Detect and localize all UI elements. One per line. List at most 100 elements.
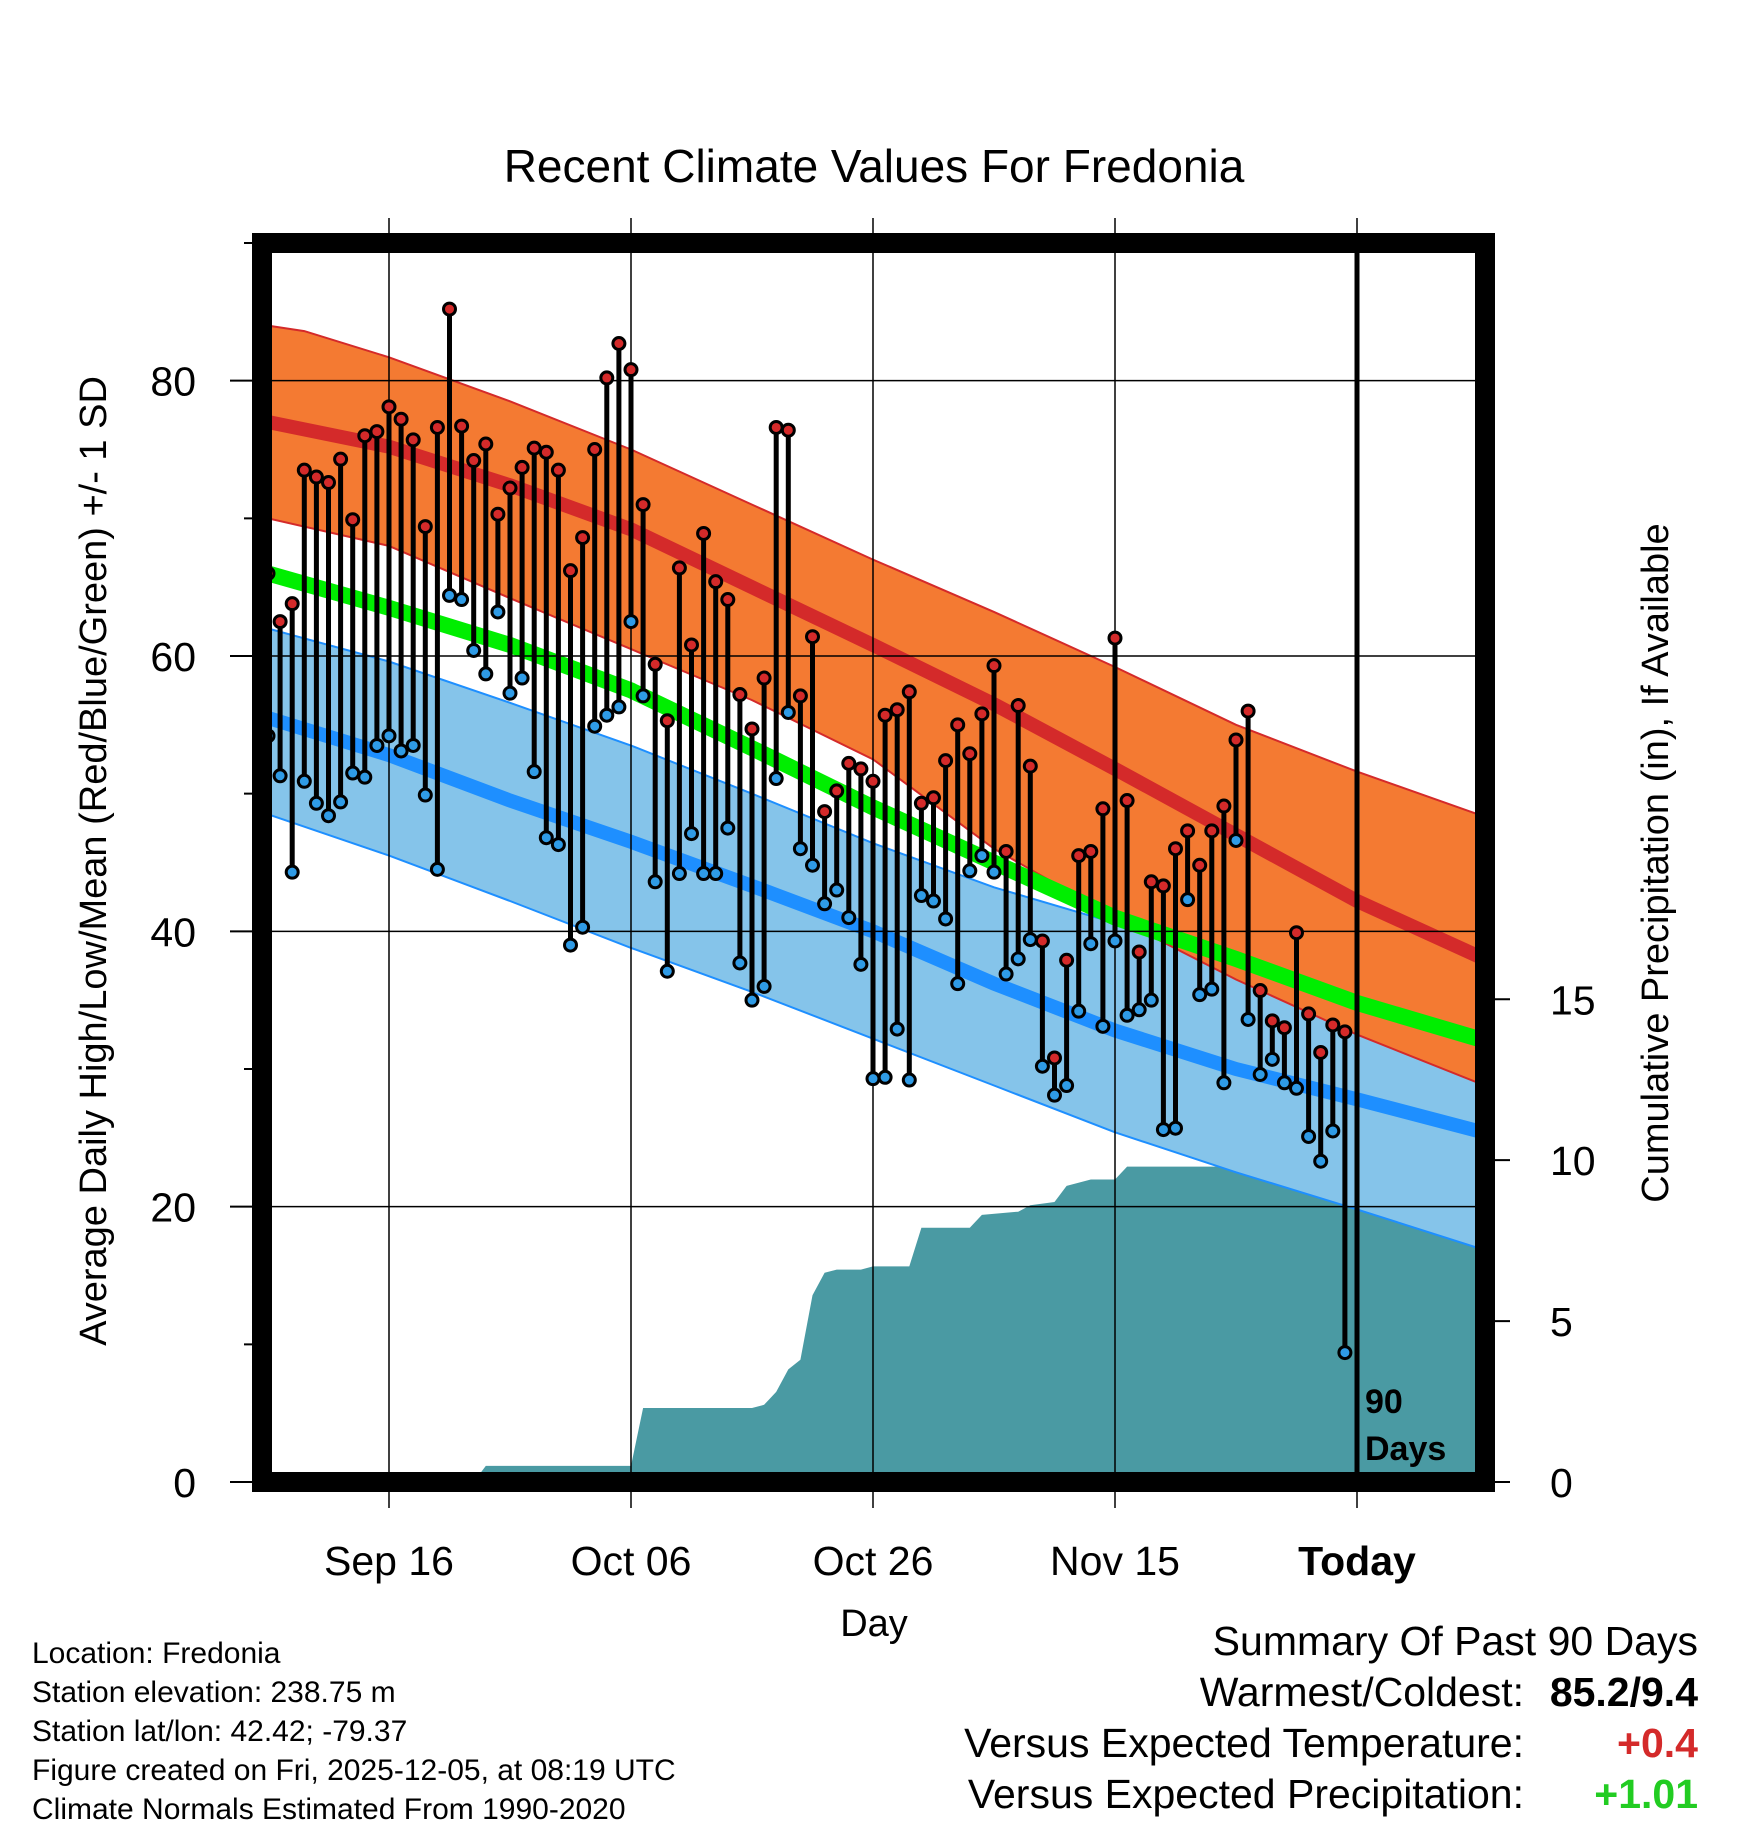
y-tick-label: 40	[150, 909, 196, 955]
info-elevation: Station elevation: 238.75 m	[32, 1676, 396, 1709]
high-point	[357, 428, 373, 444]
low-point	[514, 670, 530, 686]
y-tick-label: 60	[150, 634, 196, 680]
low-point	[575, 919, 591, 935]
low-point	[1301, 1128, 1317, 1144]
low-point	[429, 861, 445, 877]
low-point	[829, 882, 845, 898]
high-point	[1216, 798, 1232, 814]
low-point	[671, 866, 687, 882]
low-point	[708, 866, 724, 882]
y2-tick-label: 10	[1550, 1138, 1596, 1184]
summary-precip: Versus Expected Precipitation: +1.01	[964, 1769, 1698, 1820]
low-point	[901, 1072, 917, 1088]
plot-frame	[252, 233, 1495, 1492]
low-point	[635, 688, 651, 704]
high-point	[429, 419, 445, 435]
summary-panel: Summary Of Past 90 Days Warmest/Coldest:…	[964, 1616, 1698, 1820]
high-point	[1155, 878, 1171, 894]
low-point	[1337, 1345, 1353, 1361]
high-point	[333, 451, 349, 467]
low-point	[865, 1071, 881, 1087]
y-axis-label: Average Daily High/Low/Mean (Red/Blue/Gr…	[73, 376, 115, 1346]
high-point	[1264, 1013, 1280, 1029]
low-point	[1180, 892, 1196, 908]
x-axis-label: Day	[840, 1603, 908, 1645]
high-point	[296, 462, 312, 478]
low-point	[1071, 1003, 1087, 1019]
high-point	[272, 614, 288, 630]
low-point	[538, 830, 554, 846]
high-point	[1325, 1017, 1341, 1033]
low-point	[1047, 1087, 1062, 1103]
low-point	[1264, 1051, 1280, 1067]
warm-cold-value: 85.2/9.4	[1549, 1669, 1698, 1715]
high-point	[1313, 1044, 1329, 1060]
low-point	[454, 592, 470, 608]
low-point	[1059, 1078, 1075, 1094]
low-point	[345, 765, 361, 781]
low-point	[1216, 1075, 1232, 1091]
low-point	[792, 841, 808, 857]
low-point	[756, 978, 772, 994]
x-tick-label: Oct 26	[813, 1538, 934, 1584]
high-point	[575, 530, 591, 546]
y-tick-label: 80	[150, 359, 196, 405]
low-point	[333, 794, 349, 810]
low-point	[841, 910, 857, 926]
high-point	[1252, 983, 1268, 999]
low-point	[913, 888, 929, 904]
high-point	[526, 440, 542, 456]
high-point	[1119, 793, 1135, 809]
high-point	[1228, 732, 1244, 748]
low-point	[417, 787, 433, 803]
high-point	[780, 422, 796, 438]
plot-area	[260, 218, 1485, 1508]
x-tick-label: Oct 06	[571, 1538, 692, 1584]
low-point	[780, 704, 796, 720]
low-point	[1168, 1120, 1183, 1136]
high-point	[502, 480, 518, 496]
high-point	[1289, 925, 1304, 941]
low-point	[599, 707, 615, 723]
high-point	[514, 459, 530, 475]
low-point	[478, 666, 494, 682]
high-point	[1034, 933, 1050, 949]
low-point	[950, 976, 966, 992]
summary-temp: Versus Expected Temperature: +0.4	[964, 1718, 1698, 1769]
high-point	[1071, 848, 1087, 864]
high-point	[913, 795, 929, 811]
low-point	[1240, 1011, 1256, 1027]
y2-tick-label: 5	[1550, 1299, 1573, 1345]
high-point	[1022, 758, 1038, 774]
high-point	[901, 684, 917, 700]
low-point	[1289, 1080, 1304, 1096]
low-point	[1155, 1122, 1171, 1138]
high-point	[865, 773, 881, 789]
y-tick-label: 0	[173, 1460, 196, 1506]
high-point	[744, 721, 760, 737]
low-point	[974, 848, 990, 864]
high-point	[1180, 823, 1196, 839]
low-point	[1119, 1007, 1135, 1023]
low-point	[1034, 1058, 1050, 1074]
high-point	[756, 670, 772, 686]
low-point	[1313, 1153, 1329, 1169]
high-point	[1168, 841, 1183, 857]
low-point	[1276, 1075, 1292, 1091]
low-point	[1131, 1002, 1147, 1018]
high-point	[321, 475, 336, 491]
y2-tick-label: 0	[1550, 1460, 1573, 1506]
high-point	[308, 469, 324, 485]
high-point	[623, 362, 639, 378]
low-point	[817, 896, 833, 912]
info-latlon: Station lat/lon: 42.42; -79.37	[32, 1715, 408, 1748]
y2-tick-label: 15	[1550, 977, 1596, 1023]
high-point	[490, 506, 506, 522]
low-point	[1192, 987, 1208, 1003]
low-point	[889, 1021, 905, 1037]
high-point	[998, 843, 1014, 859]
high-point	[478, 436, 494, 452]
y-tick-label: 20	[150, 1185, 196, 1231]
